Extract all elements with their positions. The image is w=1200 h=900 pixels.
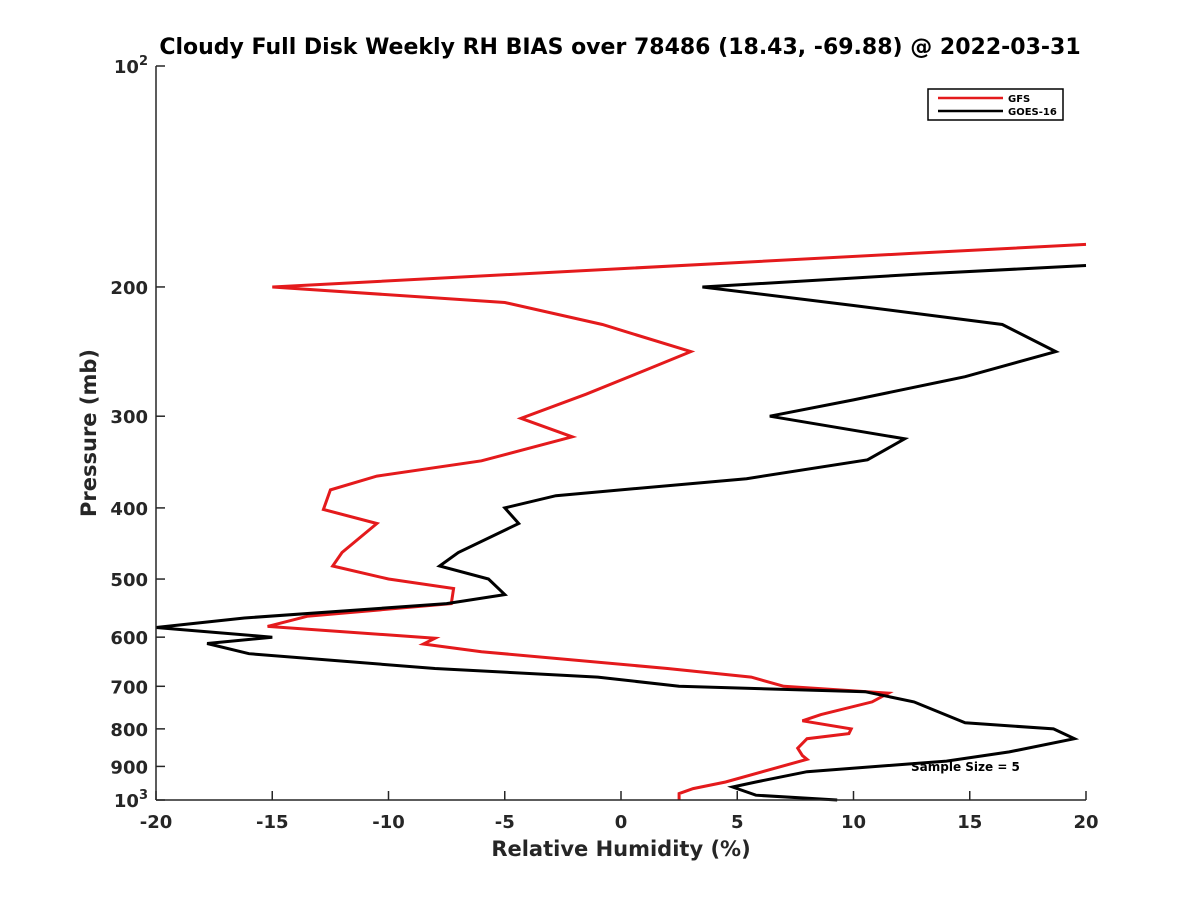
series-line-gfs [267,242,1087,800]
legend-label: GOES-16 [1008,107,1057,118]
legend-box [927,88,1064,121]
x-tick-label: -5 [495,812,515,833]
legend-label: GFS [1008,94,1030,105]
x-tick-label: 0 [615,812,628,833]
x-tick-label: 15 [957,812,982,833]
x-axis-label: Relative Humidity (%) [491,837,750,861]
y-tick-label: 700 [110,677,148,698]
series-layer [155,242,1087,802]
legend: GFS GOES-16 [927,88,1064,121]
sample-size-annotation: Sample Size = 5 [911,760,1020,774]
x-tick-label: -20 [140,812,173,833]
y-tick-label: 400 [110,499,148,520]
y-tick-label: 500 [110,570,148,591]
y-axis-label: Pressure (mb) [77,349,101,517]
series-line-goes-16 [155,264,1087,802]
chart-title: Cloudy Full Disk Weekly RH BIAS over 784… [159,35,1080,60]
y-tick-label: 300 [110,407,148,428]
y-tick-label: 200 [110,278,148,299]
x-tick-label: 10 [841,812,866,833]
x-tick-label: 5 [731,812,744,833]
y-tick-label: 600 [110,628,148,649]
x-tick-label: 20 [1073,812,1098,833]
y-tick-label: 900 [110,757,148,778]
y-tick-label: 800 [110,720,148,741]
x-tick-label: -15 [256,812,289,833]
y-tick-label: 103 [114,788,148,812]
axes-layer: -20 -15 -10 -5 0 5 10 15 20 102 200 300 400 500 600 700… [110,54,1098,833]
x-tick-label: -10 [372,812,405,833]
y-tick-label: 102 [114,54,148,78]
